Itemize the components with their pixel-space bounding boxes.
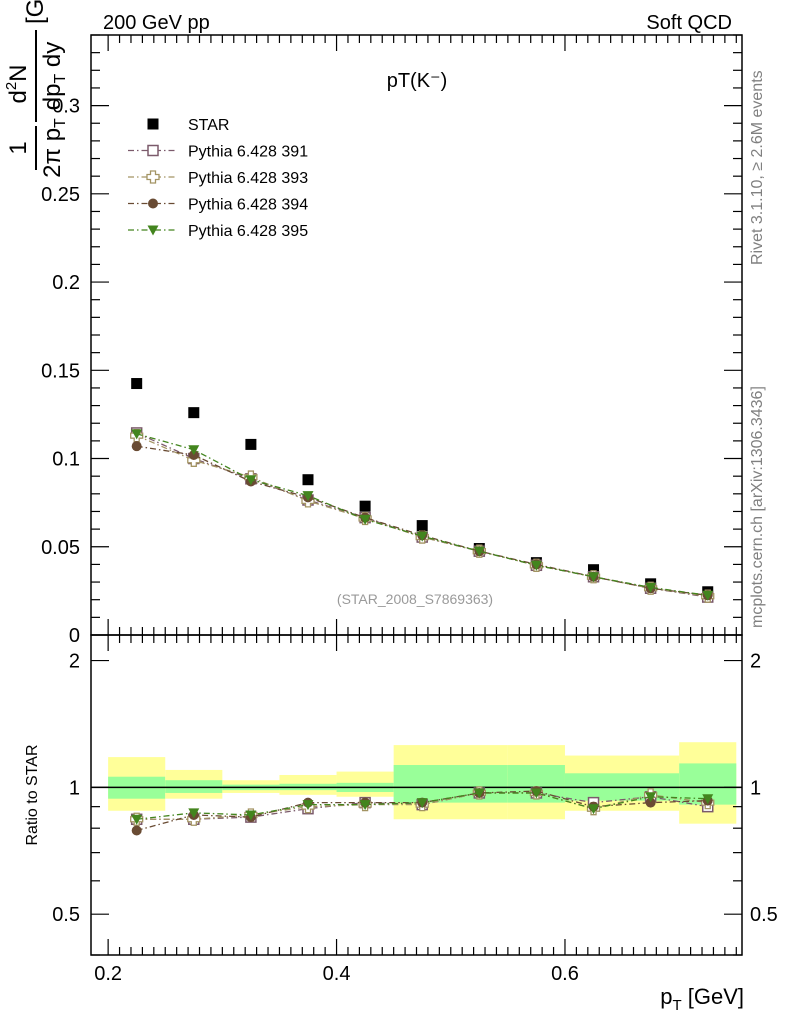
main-y-tick-label: 0 — [69, 625, 80, 647]
ratio-uncertainty-bands — [108, 742, 737, 824]
rivet-version-label: Rivet 3.1.10, ≥ 2.6M events — [749, 70, 766, 265]
ratio-y-tick-label: 1 — [69, 777, 80, 799]
main-point-pythia-6-428-395 — [131, 429, 143, 440]
ratio-point-pythia-6-428-395 — [473, 788, 485, 799]
ratio-point-pythia-6-428-395 — [645, 792, 657, 803]
main-y-tick-label: 0.05 — [41, 537, 80, 559]
legend-label: STAR — [188, 117, 229, 134]
ratio-point-pythia-6-428-395 — [188, 808, 200, 819]
main-point-pythia-6-428-395 — [473, 546, 485, 557]
mcplots-credit-label: mcplots.cern.ch [arXiv:1306.3436] — [749, 386, 766, 628]
main-y-tick-label: 0.15 — [41, 360, 80, 382]
legend-entry-pythia-6-428-395: Pythia 6.428 395 — [128, 223, 308, 240]
ratio-point-pythia-6-428-395 — [530, 788, 542, 799]
main-y-axis-label: 1 2π pT d2N dpT dy [GeV-2] — [3, 0, 69, 178]
main-point-pythia-6-428-395 — [302, 491, 314, 502]
x-tick-label: 0.2 — [94, 963, 122, 985]
ratio-y-tick-label-right: 0.5 — [750, 904, 778, 926]
ratio-point-pythia-6-428-395 — [131, 814, 143, 825]
main-point-star — [416, 520, 428, 532]
legend-entry-pythia-6-428-393: Pythia 6.428 393 — [128, 170, 308, 187]
x-tick-label: 0.6 — [551, 963, 579, 985]
x-tick-label: 0.4 — [323, 963, 351, 985]
main-series-pythia-6-428-393 — [130, 428, 715, 603]
main-y-tick-label: 0.25 — [41, 184, 80, 206]
main-y-tick-label: 0.2 — [52, 272, 80, 294]
legend-marker — [148, 198, 158, 209]
legend-entry-pythia-6-428-394: Pythia 6.428 394 — [128, 197, 308, 214]
ratio-band-inner — [393, 765, 508, 803]
ratio-band-inner — [165, 780, 223, 793]
main-series-group — [130, 378, 715, 603]
svg-text:d2N: d2N — [3, 64, 32, 103]
main-series-pythia-6-428-395 — [131, 429, 714, 601]
ratio-point-pythia-6-428-395 — [416, 798, 428, 809]
axis-ticks — [91, 34, 742, 956]
plot-title: pT(K⁻) — [387, 70, 448, 92]
axis-tick-labels: 0.2 0.4 0.6 0 0.05 0.1 0.15 0.2 0.25 0.3 0.5 0.5 1 1 2… — [41, 96, 778, 985]
main-line-pythia-6-428-395 — [136, 433, 708, 596]
main-point-star — [588, 564, 600, 576]
legend-marker — [147, 144, 159, 157]
ratio-series-group — [130, 786, 715, 836]
main-point-pythia-6-428-395 — [245, 475, 257, 486]
svg-text:2π pT: 2π pT — [39, 118, 69, 178]
svg-text:1: 1 — [5, 141, 32, 154]
main-point-star — [359, 500, 371, 512]
ratio-y-axis-label: Ratio to STAR — [24, 744, 41, 845]
main-point-pythia-6-428-395 — [530, 560, 542, 571]
main-y-tick-label: 0.1 — [52, 449, 80, 471]
main-y-tick-label: 0.3 — [52, 96, 80, 118]
ratio-point-pythia-6-428-395 — [588, 804, 600, 815]
ratio-series-pythia-6-428-395 — [131, 788, 714, 825]
main-point-star — [245, 438, 257, 450]
legend-marker — [147, 118, 159, 130]
ratio-y-tick-label-right: 1 — [750, 777, 761, 799]
legend-label: Pythia 6.428 391 — [188, 144, 308, 161]
ratio-point-pythia-6-428-394 — [131, 825, 142, 836]
main-point-pythia-6-428-395 — [702, 590, 714, 601]
legend-label: Pythia 6.428 395 — [188, 223, 308, 240]
header-right: Soft QCD — [646, 12, 732, 34]
legend: STAR Pythia 6.428 391 Pythia 6.428 393 Pyth… — [128, 117, 308, 240]
analysis-reference-label: (STAR_2008_S7869363) — [337, 591, 493, 607]
ratio-point-pythia-6-428-394 — [645, 797, 656, 808]
header-left: 200 GeV pp — [103, 12, 210, 34]
ratio-point-pythia-6-428-395 — [302, 800, 314, 811]
main-point-pythia-6-428-395 — [588, 572, 600, 583]
main-point-star — [302, 474, 314, 486]
main-line-pythia-6-428-391 — [136, 432, 708, 598]
x-axis-label: pT [GeV] — [660, 984, 744, 1014]
main-point-pythia-6-428-395 — [359, 514, 371, 525]
svg-text:dpT dy: dpT dy — [39, 42, 69, 111]
main-point-pythia-6-428-395 — [645, 582, 657, 593]
main-series-star — [131, 378, 714, 598]
main-point-star — [131, 378, 143, 390]
main-series-pythia-6-428-391 — [130, 427, 714, 603]
svg-text:[GeV-2]: [GeV-2] — [20, 0, 49, 24]
main-point-pythia-6-428-395 — [188, 445, 200, 456]
main-point-pythia-6-428-395 — [416, 531, 428, 542]
legend-label: Pythia 6.428 393 — [188, 170, 308, 187]
ratio-y-tick-label-right: 2 — [750, 651, 761, 673]
legend-entry-star: STAR — [147, 117, 229, 134]
legend-marker — [146, 170, 160, 184]
ratio-point-pythia-6-428-395 — [245, 810, 257, 821]
main-point-star — [188, 407, 200, 419]
legend-label: Pythia 6.428 394 — [188, 197, 308, 214]
main-point-pythia-6-428-394 — [131, 441, 142, 452]
legend-entry-pythia-6-428-391: Pythia 6.428 391 — [128, 144, 308, 161]
ratio-y-tick-label: 0.5 — [52, 904, 80, 926]
ratio-point-pythia-6-428-395 — [702, 794, 714, 805]
legend-marker — [147, 225, 159, 236]
ratio-point-pythia-6-428-395 — [359, 800, 371, 811]
main-line-pythia-6-428-393 — [136, 434, 708, 597]
ratio-y-tick-label: 2 — [69, 651, 80, 673]
